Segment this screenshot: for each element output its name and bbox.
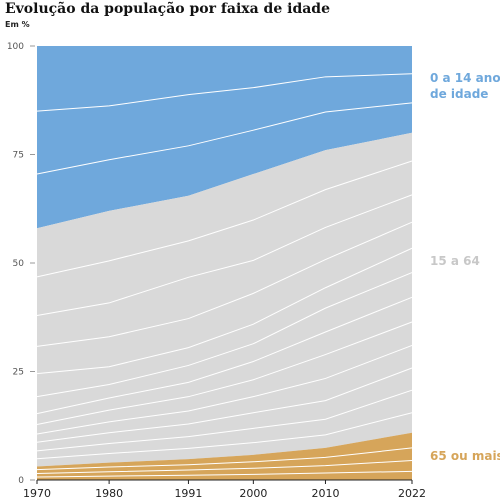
- x-tick-label-2022: 2022: [398, 487, 426, 500]
- adult-cohort-line-2: [36, 367, 413, 443]
- label-adult: 15 a 64: [430, 254, 480, 268]
- label-old: 65 ou mais: [430, 449, 500, 463]
- young-cohort-line-1: [36, 73, 413, 112]
- adult-cohort-line-6: [36, 272, 413, 398]
- adult-cohort-line-8: [36, 221, 413, 347]
- adult-cohort-line-7: [36, 247, 413, 375]
- y-tick-label-0: 0: [18, 476, 24, 486]
- label-young-line2: de idade: [430, 87, 488, 101]
- adult-cohort-line-9: [36, 194, 413, 317]
- area-old: [37, 432, 412, 480]
- old-cohort-line-2: [36, 447, 413, 471]
- young-cohort-line-0: [36, 102, 413, 175]
- adult-cohort-line-0: [36, 412, 413, 460]
- area-adult: [37, 132, 412, 467]
- old-cohort-line-0: [36, 470, 413, 478]
- adult-cohort-line-3: [36, 344, 413, 435]
- x-tick-label-1991: 1991: [174, 487, 202, 500]
- adult-cohort-line-4: [36, 321, 413, 425]
- x-tick-label-2000: 2000: [239, 487, 267, 500]
- adult-cohort-line-1: [36, 389, 413, 452]
- label-young: 0 a 14 anos: [430, 71, 500, 85]
- old-cohort-line-1: [36, 459, 413, 474]
- y-tick-label-50: 50: [13, 259, 25, 269]
- chart-title: Evolução da população por faixa de idade: [5, 1, 331, 17]
- x-tick-label-1970: 1970: [23, 487, 51, 500]
- x-tick-label-2010: 2010: [311, 487, 339, 500]
- x-tick-label-1980: 1980: [95, 487, 123, 500]
- adult-cohort-line-5: [36, 296, 413, 415]
- y-tick-label-75: 75: [13, 151, 24, 161]
- y-tick-label-25: 25: [13, 368, 24, 378]
- y-tick-label-100: 100: [7, 42, 24, 52]
- chart-subtitle: Em %: [5, 20, 30, 29]
- adult-cohort-line-10: [36, 160, 413, 278]
